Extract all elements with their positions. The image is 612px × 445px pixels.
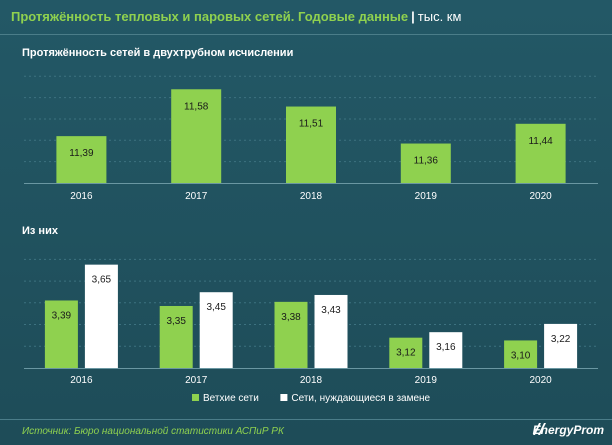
data-label: 3,38 xyxy=(281,312,301,323)
data-label: 3,16 xyxy=(436,342,456,353)
data-label: 11,44 xyxy=(528,136,553,147)
top-chart-title: Протяжённость сетей в двухтрубном исчисл… xyxy=(22,47,294,59)
data-label: 11,39 xyxy=(69,148,94,159)
data-label: 3,35 xyxy=(166,316,186,327)
bar xyxy=(171,89,222,183)
x-tick-label: 2020 xyxy=(529,375,552,386)
legend-swatch xyxy=(280,394,288,401)
bottom-chart-title: Из них xyxy=(22,225,58,237)
bar xyxy=(429,332,463,368)
legend-swatch xyxy=(192,394,199,401)
bar xyxy=(159,305,193,368)
bar xyxy=(274,301,308,368)
data-label: 3,39 xyxy=(52,310,72,321)
legend-label: Ветхие сети xyxy=(203,393,259,404)
x-tick-label: 2017 xyxy=(185,375,208,386)
data-label: 3,45 xyxy=(206,302,226,313)
bar xyxy=(56,136,107,183)
header-divider xyxy=(0,34,612,35)
data-label: 3,10 xyxy=(511,350,531,361)
data-label: 11,51 xyxy=(299,119,324,130)
x-tick-label: 2017 xyxy=(185,191,208,202)
x-tick-label: 2018 xyxy=(300,375,323,386)
bar xyxy=(389,337,423,368)
data-label: 11,58 xyxy=(184,101,209,112)
bar xyxy=(515,123,566,183)
logo-text: EnergyProm xyxy=(532,423,604,437)
bar xyxy=(199,292,233,368)
x-tick-label: 2018 xyxy=(300,191,323,202)
bar xyxy=(504,340,538,368)
brand-logo: EnergyProm xyxy=(532,423,604,437)
bar xyxy=(400,143,451,183)
logo-icon xyxy=(532,423,546,435)
bar xyxy=(286,106,336,183)
footer-divider xyxy=(0,419,612,420)
x-tick-label: 2020 xyxy=(529,191,552,202)
title-main: Протяжённость тепловых и паровых сетей. … xyxy=(11,9,409,24)
data-label: 3,22 xyxy=(551,334,571,345)
x-tick-label: 2019 xyxy=(415,191,438,202)
page-title: Протяжённость тепловых и паровых сетей. … xyxy=(11,9,461,24)
source-note: Источник: Бюро национальной статистики А… xyxy=(22,426,284,437)
x-tick-label: 2019 xyxy=(415,375,438,386)
data-label: 3,43 xyxy=(321,305,341,316)
title-separator: | xyxy=(411,9,415,24)
title-unit: тыс. км xyxy=(417,9,462,24)
bar xyxy=(44,300,78,368)
bar xyxy=(544,323,578,368)
legend-label: Сети, нуждающиеся в замене xyxy=(291,393,430,404)
bar xyxy=(84,264,118,368)
data-label: 11,36 xyxy=(414,156,439,167)
data-label: 3,65 xyxy=(92,275,112,286)
x-tick-label: 2016 xyxy=(70,375,93,386)
bar xyxy=(314,294,348,368)
data-label: 3,12 xyxy=(396,348,416,359)
x-tick-label: 2016 xyxy=(70,191,93,202)
